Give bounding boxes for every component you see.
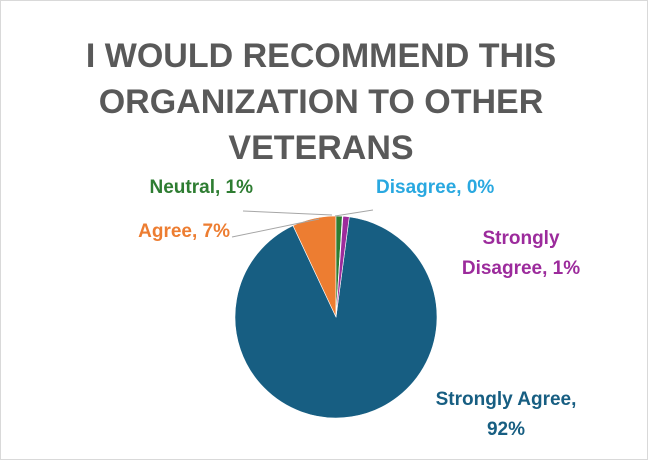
data-label-neutral: Neutral, 1%	[150, 177, 254, 198]
leader-line-disagree	[334, 209, 374, 217]
data-label-disagree: Disagree, 0%	[376, 177, 494, 198]
data-label-agree: Agree, 7%	[138, 221, 230, 242]
chart-title: I WOULD RECOMMEND THIS ORGANIZATION TO O…	[85, 37, 557, 167]
data-label-strongly-agree: Strongly Agree, 92%	[436, 389, 577, 440]
pie-slice-strongly-disagree	[335, 215, 350, 318]
leader-line-agree	[231, 218, 320, 238]
data-label-strongly-disagree: Strongly Disagree, 1%	[462, 228, 580, 279]
pie-slice-strongly-agree	[234, 216, 438, 419]
leader-line-neutral	[242, 210, 333, 216]
